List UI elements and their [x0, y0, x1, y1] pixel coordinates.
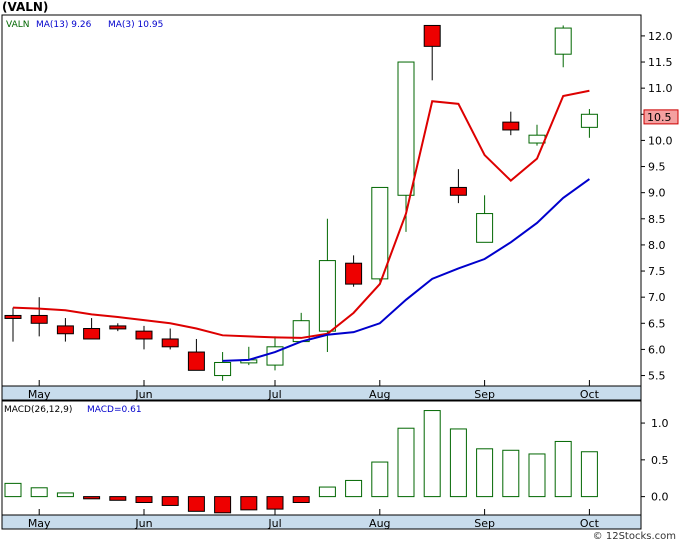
macd-bar-positive: [423, 410, 441, 498]
macd-tick-label: 0.0: [651, 491, 669, 504]
macd-bar-negative: [161, 496, 179, 506]
macd-bar-positive: [4, 482, 22, 498]
macd-bar-negative: [292, 496, 310, 503]
month-label: May: [28, 388, 51, 401]
macd-bar-negative: [83, 496, 101, 500]
month-label: Aug: [369, 388, 390, 401]
price-tick-label: 11.0: [648, 82, 673, 95]
legend-ticker: VALN: [6, 20, 29, 30]
price-tick-label: 8.5: [648, 213, 666, 226]
candle-body-down: [187, 351, 205, 371]
macd-bar-positive: [554, 440, 572, 498]
macd-bar-positive: [345, 479, 363, 498]
macd-bar-negative: [240, 496, 258, 511]
ma-short-line: [12, 89, 590, 339]
candle-body-down: [135, 330, 153, 340]
price-tick-label: 5.5: [648, 370, 666, 383]
legend-ma3: MA(3) 10.95: [108, 20, 163, 30]
macd-tick-label: 0.5: [651, 454, 669, 467]
macd-bar-positive: [371, 461, 389, 498]
macd-bar-positive: [580, 451, 598, 498]
price-tick-label: 7.5: [648, 265, 666, 278]
last-price-tag: [643, 109, 679, 125]
macd-bar-positive: [318, 486, 336, 498]
month-label: Oct: [580, 388, 600, 401]
ma-long-line: [222, 178, 590, 362]
price-tick-label: 9.5: [648, 161, 666, 174]
macd-bar-positive: [30, 487, 48, 498]
macd-bar-positive: [502, 449, 520, 498]
macd-month-label: Jun: [134, 517, 152, 530]
macd-bar-positive: [449, 428, 467, 498]
price-month-band: [1, 385, 642, 401]
macd-tick-label: 1.0: [651, 417, 669, 430]
month-label: Jun: [134, 388, 152, 401]
candle-body-down: [161, 338, 179, 348]
price-tick-label: 7.0: [648, 291, 666, 304]
legend-ma13: MA(13) 9.26: [36, 20, 92, 30]
macd-month-label: May: [28, 517, 51, 530]
candle-body-down: [345, 262, 363, 285]
candle-body-up: [476, 213, 494, 243]
macd-bar-positive: [528, 453, 546, 498]
month-label: Sep: [474, 388, 495, 401]
candle-body-down: [83, 328, 101, 340]
candle-body-down: [109, 325, 127, 330]
macd-bar-negative: [109, 496, 127, 501]
macd-legend-value: MACD=0.61: [87, 405, 142, 415]
macd-bar-positive: [476, 448, 494, 498]
candle-body-up: [554, 27, 572, 55]
macd-bar-negative: [214, 496, 232, 514]
macd-legend-label: MACD(26,12,9): [4, 405, 72, 415]
price-tick-label: 8.0: [648, 239, 666, 252]
macd-month-label: Aug: [369, 517, 390, 530]
candle-body-up: [580, 113, 598, 128]
macd-bar-negative: [187, 496, 205, 512]
price-tick-label: 6.5: [648, 317, 666, 330]
candle-body-up: [318, 260, 336, 332]
macd-month-label: Sep: [474, 517, 495, 530]
macd-month-label: Jul: [267, 517, 281, 530]
month-label: Jul: [267, 388, 281, 401]
price-tick-label: 10.0: [648, 134, 673, 147]
candle-body-down: [449, 186, 467, 196]
macd-bar-negative: [135, 496, 153, 503]
candle-body-up: [214, 361, 232, 377]
price-tick-label: 11.5: [648, 56, 673, 69]
price-tick-label: 12.0: [648, 30, 673, 43]
candle-body-down: [502, 121, 520, 131]
macd-month-band: [1, 514, 642, 530]
credit-text: © 12Stocks.com: [592, 531, 676, 542]
candle-body-down: [30, 314, 48, 324]
candle-body-up: [397, 61, 415, 196]
price-tick-label: 6.0: [648, 343, 666, 356]
macd-bar-positive: [56, 492, 74, 498]
price-tick-label: 9.0: [648, 187, 666, 200]
macd-bar-negative: [266, 496, 284, 510]
candle-body-down: [56, 325, 74, 335]
candle-body-up: [371, 186, 389, 280]
macd-month-label: Oct: [580, 517, 600, 530]
chart-title: (VALN): [2, 0, 49, 14]
last-price-label: 10.5: [647, 111, 672, 124]
macd-bar-positive: [397, 427, 415, 498]
candle-body-up: [528, 134, 546, 144]
candle-body-down: [4, 314, 22, 319]
candle-body-down: [423, 24, 441, 47]
